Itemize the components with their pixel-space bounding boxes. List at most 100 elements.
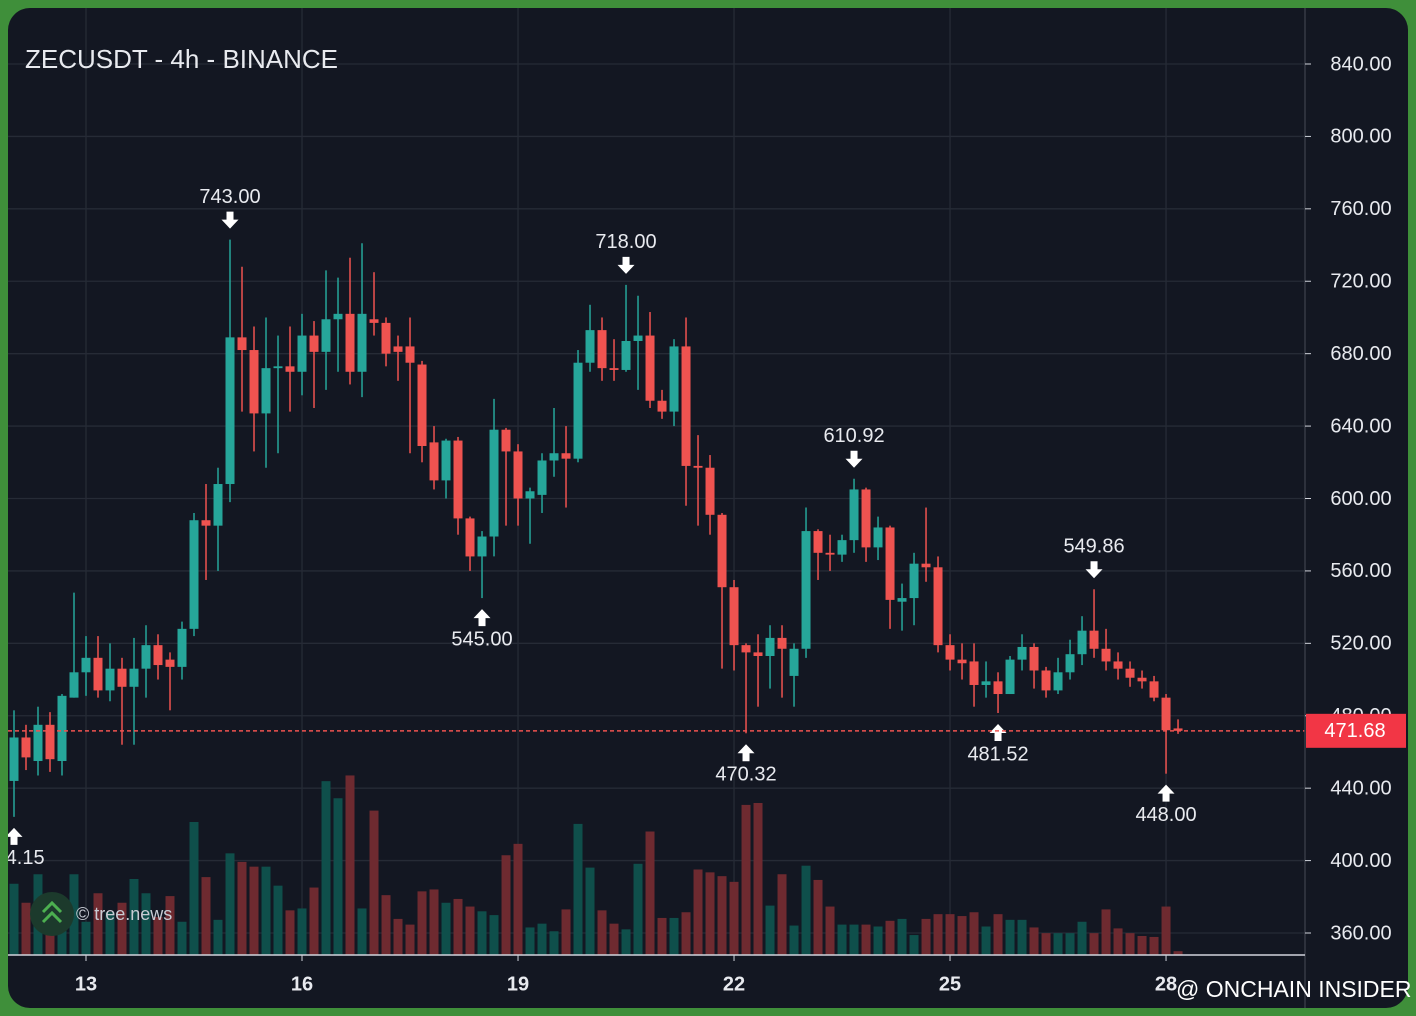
candle-body [621,340,631,370]
candle-body [117,668,127,687]
volume-bar [441,902,451,955]
candle-body [645,335,655,401]
x-tick-label: 19 [507,973,529,995]
volume-bar [285,910,295,955]
volume-bar [933,914,943,955]
y-tick-label: 800.00 [1330,126,1391,148]
volume-bar [201,877,211,955]
volume-bar [885,920,895,955]
candle-body [369,319,379,323]
candle-body [753,652,763,657]
candle-body [213,484,223,526]
candle-body [189,520,199,629]
volume-bar [693,869,703,955]
candle-body [249,350,259,414]
volume-bar [1149,936,1159,955]
volume-bar [561,909,571,955]
volume-bar [309,887,319,955]
candle-body [525,491,535,499]
candle-body [885,527,895,600]
volume-bar [789,925,799,955]
candle-body [57,695,67,762]
candle-body [1101,648,1111,662]
candle-body [561,453,571,459]
low-arrow [737,744,755,762]
candle-body [177,628,187,667]
low-arrow [1157,784,1175,802]
volume-bar [321,781,331,955]
volume-bar [21,902,31,955]
candle-body [513,451,523,499]
candle-body [837,540,847,555]
high-label: 610.92 [823,425,884,447]
candle-body [297,335,307,372]
volume-bar [657,917,667,955]
candle-body [69,672,79,698]
volume-bar [645,831,655,955]
candle-body [417,364,427,446]
volume-bar [729,881,739,955]
candle-body [21,737,31,758]
y-tick-label: 600.00 [1330,488,1391,510]
candle-body [33,724,43,762]
volume-bar [81,921,91,955]
candle-body [501,429,511,452]
x-tick-label: 22 [723,973,745,995]
candle-body [1077,630,1087,655]
volume-bar [753,803,763,955]
volume-bar [333,798,343,955]
candle-body [729,587,739,646]
logo-chevrons [41,900,63,924]
low-label: 470.32 [715,764,776,786]
y-tick-label: 760.00 [1330,198,1391,220]
high-arrow [617,256,635,274]
volume-bar [69,874,79,955]
candle-body [969,661,979,685]
volume-bar [1005,919,1015,955]
volume-bar [537,923,547,955]
candle-body [585,330,595,363]
candle-body [1149,681,1159,698]
low-arrow [473,609,491,627]
y-tick-label: 840.00 [1330,53,1391,75]
candle-body [9,737,19,781]
volume-bar [1077,921,1087,955]
volume-bar [741,804,751,955]
last-price-label: 471.68 [1324,720,1385,742]
volume-bar [1017,919,1027,955]
candle-body [693,465,703,468]
candle-body [165,659,175,667]
candle-body [933,567,943,646]
candle-body [345,313,355,372]
volume-bar [1065,933,1075,955]
volume-bar [273,885,283,955]
candle-body [957,659,967,664]
low-arrow [989,723,1007,741]
candle-body [489,429,499,537]
candles [9,239,1183,817]
volume-bar [501,855,511,955]
volume-bar [417,891,427,955]
volume-bar [465,906,475,955]
candle-body [1065,654,1075,673]
candle-body [1053,672,1063,691]
volume-bar [1113,928,1123,955]
volume-bar [981,926,991,955]
volume-bar [669,917,679,955]
candle-body [873,527,883,548]
volume-bar [705,872,715,955]
candle-body [609,368,619,370]
candle-body [1113,661,1123,669]
volume-bar [177,921,187,955]
volume-bar [549,931,559,955]
candle-body [705,467,715,515]
candle-body [921,563,931,568]
candle-body [669,346,679,412]
axes: 360.00400.00440.00480.00520.00560.00600.… [75,53,1406,995]
candle-body [633,335,643,341]
candle-body [993,681,1003,695]
candle-body [1017,646,1027,660]
volume-bar [1161,906,1171,955]
x-tick-label: 28 [1155,973,1177,995]
candle-body [441,440,451,481]
